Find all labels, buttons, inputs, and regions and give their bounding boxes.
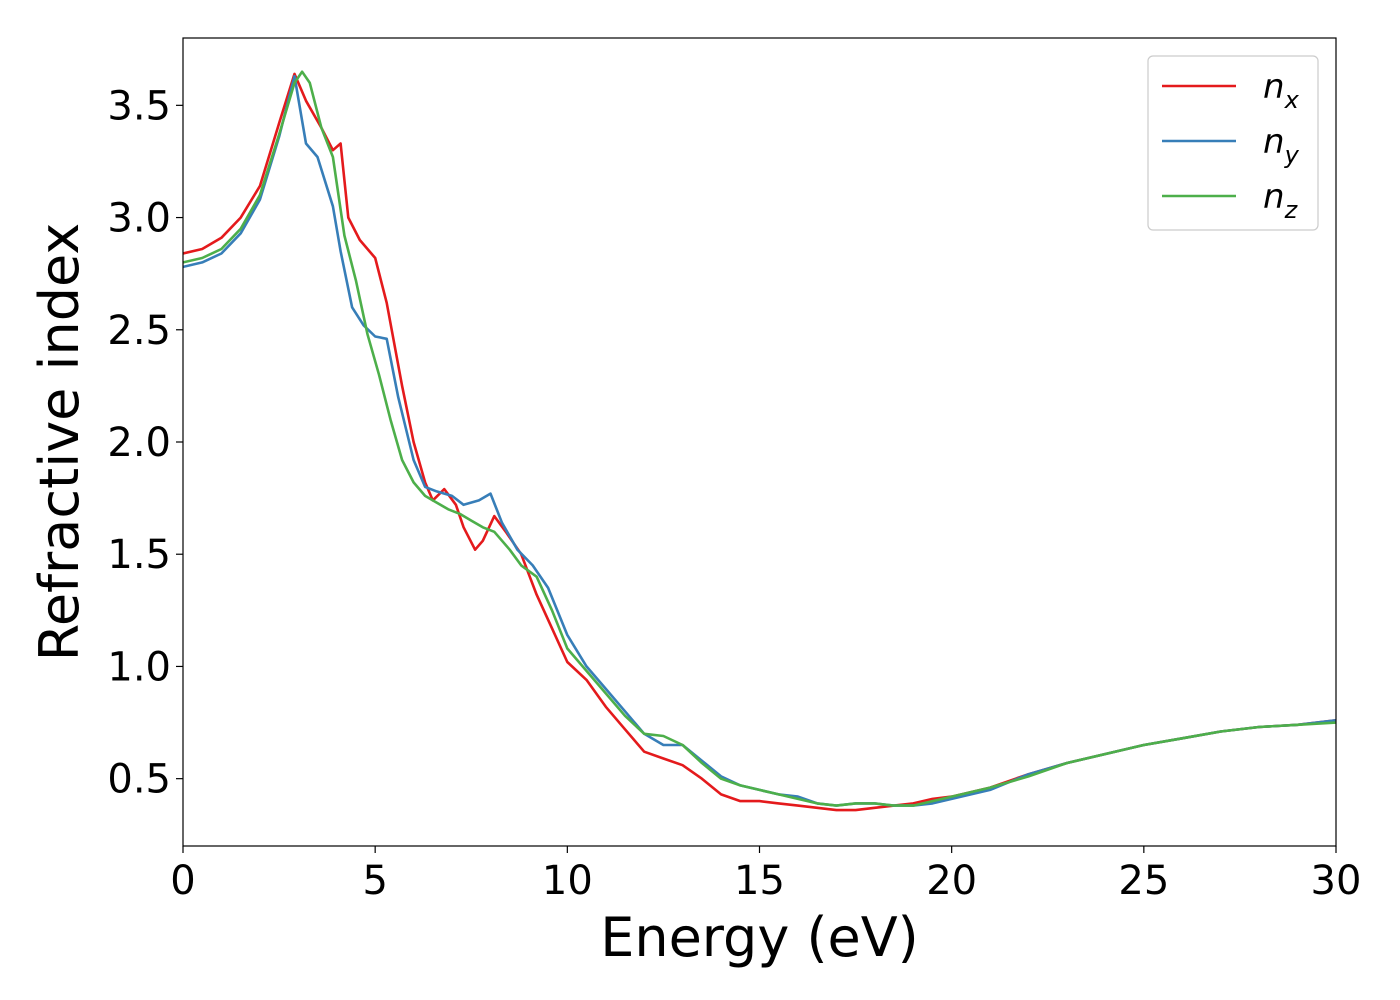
y-axis-title: Refractive index: [28, 223, 91, 662]
y-tick-label: 0.5: [107, 757, 171, 803]
legend-box: [1147, 55, 1319, 231]
x-axis-title: Energy (eV): [600, 906, 919, 969]
y-tick-label: 3.5: [107, 83, 171, 129]
legend-label-base: n: [1263, 67, 1285, 107]
legend-label-subscript: x: [1284, 86, 1300, 114]
y-tick-label: 1.0: [107, 644, 171, 690]
series-line-n-y: [183, 74, 1336, 807]
legend-label: ny: [1263, 122, 1300, 169]
x-tick-label: 25: [1118, 858, 1169, 904]
y-tick-label: 1.5: [107, 532, 171, 578]
legend-label-base: n: [1263, 177, 1285, 217]
legend-label: nx: [1263, 67, 1300, 114]
legend-label-subscript: z: [1284, 196, 1299, 224]
y-axis-ticks: 0.5 1.0 1.5 2.0 2.5 3.0 3.5: [107, 83, 183, 803]
x-tick-label: 0: [170, 858, 195, 904]
x-tick-label: 10: [542, 858, 593, 904]
legend-label: nz: [1263, 177, 1299, 224]
series-lines: [183, 70, 1336, 812]
y-tick-label: 2.5: [107, 308, 171, 354]
x-axis-ticks: 0 5 10 15 20 25 30: [170, 846, 1361, 904]
legend-label-base: n: [1263, 122, 1285, 162]
x-tick-label: 15: [734, 858, 785, 904]
y-tick-label: 3.0: [107, 196, 171, 242]
x-tick-label: 20: [926, 858, 977, 904]
y-tick-label: 2.0: [107, 420, 171, 466]
x-tick-label: 5: [362, 858, 387, 904]
x-tick-label: 30: [1311, 858, 1362, 904]
series-line-n-z: [183, 70, 1336, 807]
legend-label-subscript: y: [1284, 141, 1300, 169]
